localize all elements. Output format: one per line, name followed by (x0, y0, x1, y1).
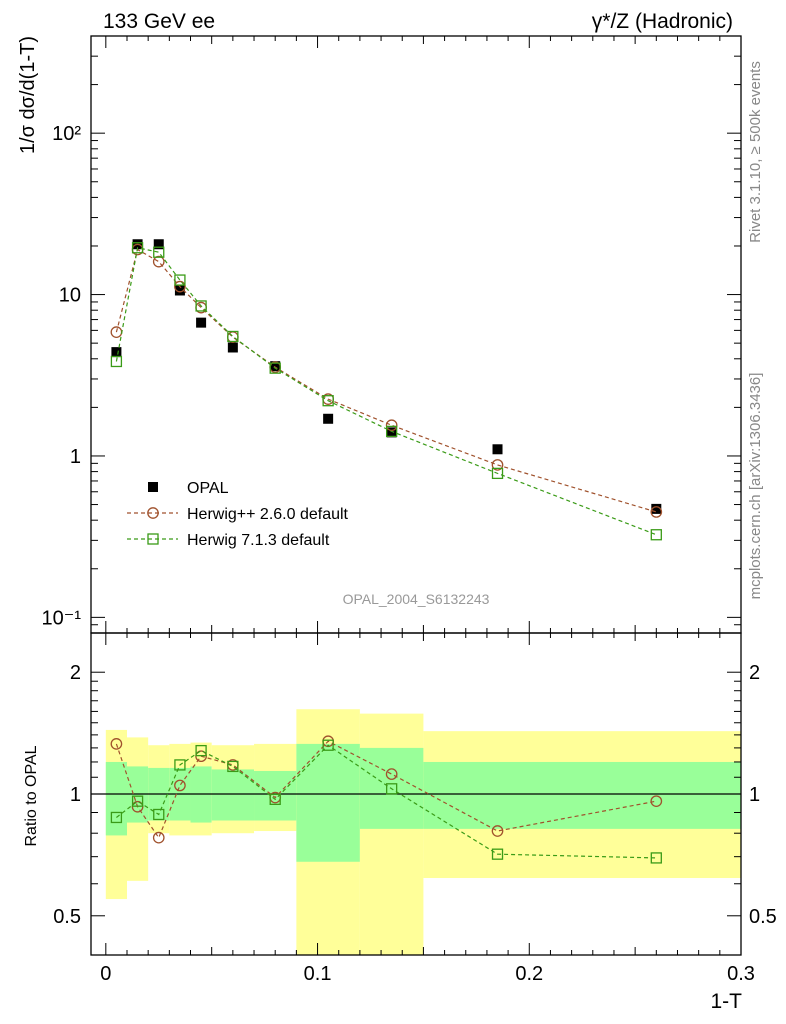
x-tick-label: 0.3 (727, 963, 755, 985)
x-axis-label: 1-T (711, 990, 743, 1013)
top-y-tick-label: 1 (70, 446, 81, 468)
ratio-mc-point (110, 738, 123, 750)
top-mc-point (110, 355, 123, 368)
ratio-mc-point (322, 739, 334, 751)
legend-label: Herwig++ 2.6.0 default (187, 506, 349, 523)
top-mc-point (131, 242, 144, 254)
left-title: 133 GeV ee (103, 10, 215, 33)
top-mc-point (174, 274, 186, 286)
watermark: OPAL_2004_S6132243 (343, 591, 490, 607)
rivet-label: Rivet 3.1.10, ≥ 500k events (747, 61, 764, 243)
ratio-mc-point (227, 760, 239, 773)
ratio-mc-point (174, 759, 186, 771)
top-mc-point (491, 467, 504, 480)
top-mc-point (153, 246, 165, 258)
ratio-mc-point (131, 795, 144, 807)
top-data-point (323, 413, 334, 424)
x-tick-label: 0.1 (304, 963, 332, 985)
top-data-point (153, 239, 164, 250)
top-mc-point (386, 425, 398, 438)
mcplots-label: mcplots.cern.ch [arXiv:1306.3436] (747, 373, 764, 600)
x-tick-label: 0.2 (515, 963, 543, 985)
top-mc-point (174, 280, 186, 293)
ratio-mc-point (269, 793, 281, 806)
ratio-mc-point (650, 795, 663, 808)
top-y-tick-label: 10² (52, 123, 81, 145)
ratio-mc-point (152, 831, 165, 844)
top-data-point (386, 427, 397, 438)
ratio-mc-point (386, 783, 398, 795)
legend-marker (147, 507, 159, 519)
ratio-mc-point (153, 808, 165, 821)
bottom-y-tick-label-right: 1 (749, 784, 760, 806)
top-data-point (492, 444, 503, 455)
top-y-tick-label: 10 (59, 285, 81, 307)
top-data-point (270, 361, 281, 372)
top-mc-point (650, 506, 663, 518)
top-mc-point (152, 255, 165, 268)
top-mc-point (269, 362, 281, 374)
band-inner (423, 761, 741, 829)
top-data-point (196, 317, 207, 328)
top-mc-point (491, 459, 504, 471)
top-y-axis-label: 1/σ dσ/d(1-T) (17, 36, 39, 154)
x-tick-label: 0 (100, 963, 111, 985)
top-mc-point (227, 330, 239, 343)
bottom-y-tick-label-right: 2 (749, 662, 760, 684)
ratio-plot-frame: 0.5 0.5 1 1 2 2 0 0.1 0.2 0.3 (53, 632, 777, 985)
top-mc-point (195, 300, 207, 312)
bottom-y-axis-label: Ratio to OPAL (23, 745, 40, 846)
band-inner (296, 743, 360, 862)
legend-label: OPAL (187, 480, 229, 497)
top-mc-point (322, 395, 334, 407)
top-mc-point (650, 529, 662, 541)
legend-marker-opal (148, 482, 158, 492)
series-layer (110, 239, 663, 864)
top-mc-point (385, 419, 398, 432)
top-data-point (174, 285, 185, 296)
bottom-y-tick-label-right: 0.5 (749, 906, 777, 928)
uncertainty-bands (105, 709, 741, 955)
band-inner (254, 770, 297, 821)
top-data-point (651, 503, 662, 514)
legend: OPAL Herwig++ 2.6.0 default Herwig 7.1.3 d… (127, 480, 349, 549)
ratio-mc-point (110, 811, 123, 824)
top-data-point (111, 347, 122, 358)
ratio-series-line (115, 740, 657, 839)
top-y-tick-label: 10⁻¹ (42, 607, 82, 629)
ratio-mc-point (195, 744, 207, 757)
bottom-y-tick-label-left: 1 (70, 784, 81, 806)
bottom-y-tick-label-left: 0.5 (53, 906, 81, 928)
ratio-series-line (116, 744, 657, 859)
legend-label: Herwig 7.1.3 default (187, 532, 330, 549)
legend-marker (147, 533, 159, 545)
band-inner (211, 769, 255, 821)
ratio-mc-point (385, 768, 398, 780)
top-data-point (227, 342, 238, 353)
bottom-y-tick-label-left: 2 (70, 662, 81, 684)
ratio-mc-point (174, 779, 186, 792)
band-inner (105, 761, 127, 836)
ratio-mc-point (491, 848, 504, 860)
main-plot-frame: 10⁻¹ 1 10 10² (42, 35, 742, 634)
ratio-mc-point (650, 852, 662, 864)
top-series-line (115, 248, 657, 513)
ratio-mc-point (491, 825, 504, 837)
right-title: γ*/Z (Hadronic) (592, 10, 733, 33)
